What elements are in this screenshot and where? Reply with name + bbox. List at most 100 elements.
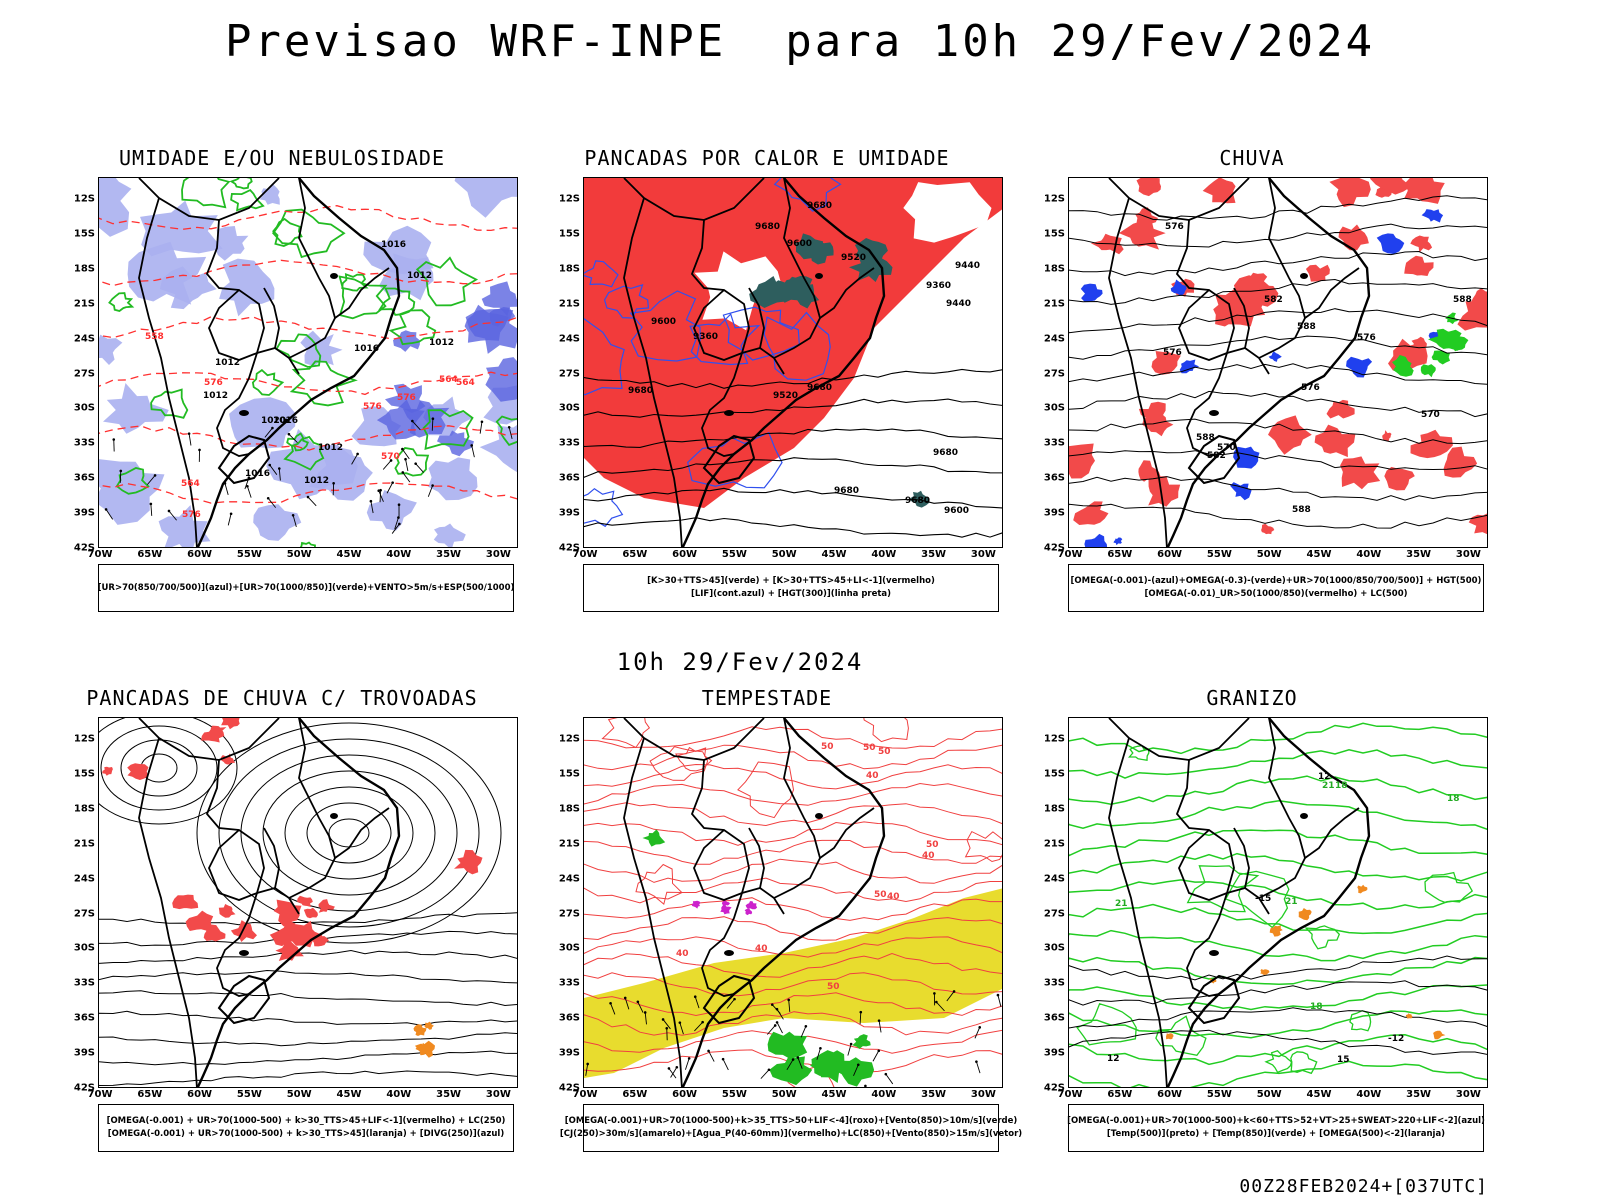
forecast-map: [98, 717, 518, 1088]
contour-label: 576: [397, 393, 416, 403]
contour-label: 9440: [946, 299, 971, 309]
contour-label: 564: [181, 479, 200, 489]
contour-label: 9360: [693, 332, 718, 342]
longitude-tick-label: 40W: [871, 1089, 897, 1100]
contour-label: 9680: [628, 386, 653, 396]
longitude-tick-label: 70W: [87, 1089, 113, 1100]
contour-label: 15: [1337, 1055, 1350, 1065]
latitude-tick-label: 27S: [1043, 908, 1065, 919]
latitude-tick-label: 15S: [558, 228, 580, 240]
longitude-tick-label: 30W: [485, 549, 511, 560]
latitude-axis: 12S 15S 18S 21S 24S 27S 30S 33S 36S 39S 42S: [554, 717, 584, 1094]
longitude-tick-label: 60W: [1157, 549, 1183, 560]
contour-label: 9680: [807, 201, 832, 211]
latitude-tick-label: 21S: [558, 298, 580, 310]
longitude-tick-label: 35W: [921, 549, 947, 560]
contour-label: 9600: [787, 239, 812, 249]
contour-label: 50: [863, 743, 876, 753]
latitude-tick-label: 21S: [73, 838, 95, 850]
longitude-tick-label: 30W: [485, 1089, 511, 1100]
legend-line: [LIF](cont.azul) + [HGT(300)](linha pret…: [690, 589, 892, 599]
latitude-tick-label: 15S: [1043, 228, 1065, 240]
panel-legend: [K>30+TTS>45](verde) + [K>30+TTS>45+LI<-…: [583, 564, 999, 612]
contour-label: 21: [1285, 897, 1298, 907]
longitude-axis: 70W 65W 60W 55W 50W 45W 40W 35W 30W: [573, 1089, 1003, 1103]
longitude-tick-label: 70W: [1057, 1089, 1083, 1100]
longitude-tick-label: 70W: [1057, 549, 1083, 560]
longitude-tick-label: 60W: [1157, 1089, 1183, 1100]
main-title: Previsao WRF-INPE para 10h 29/Fev/2024: [224, 16, 1376, 67]
contour-label: 576: [363, 402, 382, 412]
longitude-tick-label: 40W: [1356, 1089, 1382, 1100]
latitude-tick-label: 36S: [558, 1012, 580, 1024]
longitude-tick-label: 40W: [871, 549, 897, 560]
longitude-tick-label: 40W: [386, 549, 412, 560]
contour-label: 588: [1292, 505, 1311, 515]
longitude-tick-label: 45W: [821, 549, 847, 560]
mid-date: 10h 29/Fev/2024: [616, 648, 864, 676]
latitude-tick-label: 42S: [73, 542, 95, 554]
longitude-tick-label: 55W: [1206, 1089, 1232, 1100]
latitude-tick-label: 15S: [73, 768, 95, 780]
longitude-axis: 70W 65W 60W 55W 50W 45W 40W 35W 30W: [573, 549, 1003, 563]
longitude-tick-label: 30W: [1455, 1089, 1481, 1100]
latitude-tick-label: 33S: [1043, 977, 1065, 989]
latitude-tick-label: 18S: [73, 263, 95, 275]
legend-line: [UR>70(850/700/500)](azul)+[UR>70(1000/8…: [97, 582, 515, 593]
forecast-map: 588 588 588 588 582 582 576 576 576 570 570 576: [1068, 177, 1488, 548]
contour-label: 12: [1318, 772, 1331, 782]
latitude-tick-label: 33S: [558, 977, 580, 989]
contour-label: 576: [182, 510, 201, 520]
latitude-tick-label: 30S: [1043, 402, 1065, 414]
longitude-tick-label: 70W: [572, 549, 598, 560]
longitude-axis: 70W 65W 60W 55W 50W 45W 40W 35W 30W: [88, 1089, 518, 1103]
contour-label: 9600: [944, 506, 969, 516]
longitude-tick-label: 35W: [921, 1089, 947, 1100]
latitude-tick-label: 18S: [73, 803, 95, 815]
longitude-tick-label: 35W: [1406, 1089, 1432, 1100]
latitude-tick-label: 30S: [73, 402, 95, 414]
contour-label: 1016: [381, 240, 406, 250]
latitude-tick-label: 42S: [558, 1082, 580, 1094]
forecast-map: 1012 1012 1012 1012 1012 1016 1016 1016 1016 1020…: [98, 177, 518, 548]
latitude-tick-label: 36S: [1043, 1012, 1065, 1024]
contour-label: -12: [1388, 1034, 1404, 1044]
latitude-tick-label: 24S: [73, 333, 95, 345]
contour-label: 9440: [955, 261, 980, 271]
contour-label: 1016: [245, 469, 270, 479]
latitude-tick-label: 39S: [1043, 1047, 1065, 1059]
latitude-tick-label: 18S: [558, 803, 580, 815]
contour-label: 21: [1115, 899, 1128, 909]
longitude-tick-label: 40W: [386, 1089, 412, 1100]
longitude-tick-label: 45W: [821, 1089, 847, 1100]
longitude-tick-label: 60W: [187, 1089, 213, 1100]
legend-line: [Temp(500)](preto) + [Temp(850)](verde) …: [1106, 1129, 1446, 1139]
contour-label: 1012: [318, 443, 343, 453]
latitude-tick-label: 42S: [73, 1082, 95, 1094]
panel-title: UMIDADE E/OU NEBULOSIDADE: [118, 146, 446, 170]
contour-label: 9520: [841, 253, 866, 263]
longitude-tick-label: 50W: [771, 549, 797, 560]
contour-label: -15: [1255, 894, 1271, 904]
contour-label: 576: [1357, 333, 1376, 343]
latitude-tick-label: 42S: [558, 542, 580, 554]
longitude-axis: 70W 65W 60W 55W 50W 45W 40W 35W 30W: [1058, 549, 1488, 563]
panel-legend: [OMEGA(-0.001)+UR>70(1000-500)+k<60+TTS>…: [1067, 1104, 1485, 1152]
map-canvas: 588 588 588 588 582 582 576 576 576 570 570 576: [1069, 178, 1487, 547]
legend-line: [OMEGA(-0.001)-(azul)+OMEGA(-0.3)-(verde…: [1070, 576, 1482, 586]
latitude-tick-label: 33S: [1043, 437, 1065, 449]
panel-granizo: GRANIZO 12S 15S 18S 21S 24S 27S 30S 33S 36S 39S 42S…: [1017, 686, 1488, 1166]
longitude-tick-label: 65W: [1107, 1089, 1133, 1100]
latitude-tick-label: 24S: [1043, 873, 1065, 885]
latitude-tick-label: 18S: [1043, 803, 1065, 815]
latitude-tick-label: 21S: [73, 298, 95, 310]
longitude-tick-label: 70W: [87, 549, 113, 560]
latitude-tick-label: 36S: [73, 472, 95, 484]
contour-label: 576: [204, 378, 223, 388]
longitude-tick-label: 65W: [137, 1089, 163, 1100]
panel-tempestade: TEMPESTADE 12S 15S 18S 21S 24S 27S 30S 33S 36S 39S…: [532, 686, 1022, 1166]
contour-label: 50: [827, 982, 840, 992]
longitude-tick-label: 45W: [336, 549, 362, 560]
latitude-tick-label: 15S: [73, 228, 95, 240]
